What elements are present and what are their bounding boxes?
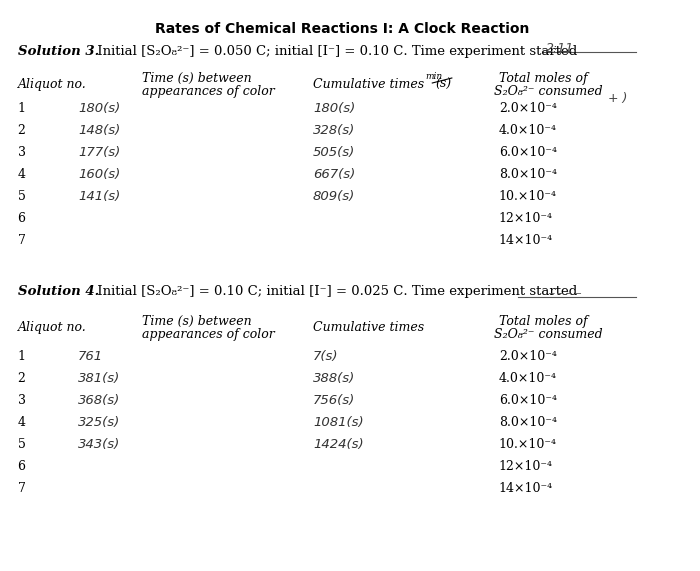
Text: 2.0×10⁻⁴: 2.0×10⁻⁴ [499,102,556,115]
Text: Solution 4.: Solution 4. [18,285,99,298]
Text: 6.0×10⁻⁴: 6.0×10⁻⁴ [499,394,556,407]
Text: Cumulative times: Cumulative times [313,78,424,91]
Text: Time (s) between: Time (s) between [142,72,251,85]
Text: 12×10⁻⁴: 12×10⁻⁴ [499,212,553,225]
Text: Total moles of: Total moles of [499,72,587,85]
Text: Aliquot no.: Aliquot no. [18,78,86,91]
Text: Total moles of: Total moles of [499,315,587,328]
Text: Solution 3.: Solution 3. [18,45,99,58]
Text: 14×10⁻⁴: 14×10⁻⁴ [499,482,553,495]
Text: Time (s) between: Time (s) between [142,315,251,328]
Text: 148(s): 148(s) [78,124,120,137]
Text: 4: 4 [18,168,26,181]
Text: min: min [426,72,442,81]
Text: 2: 2 [18,124,25,137]
Text: 328(s): 328(s) [313,124,355,137]
Text: 2.0×10⁻⁴: 2.0×10⁻⁴ [499,350,556,363]
Text: Initial [S₂O₈²⁻] = 0.050 Ϲ; initial [I⁻] = 0.10 Ϲ. Time experiment started: Initial [S₂O₈²⁻] = 0.050 Ϲ; initial [I⁻]… [93,45,578,58]
Text: 177(s): 177(s) [78,146,120,159]
Text: 6: 6 [18,460,26,473]
Text: + ): + ) [608,92,628,105]
Text: 180(s): 180(s) [313,102,355,115]
Text: appearances of color: appearances of color [142,85,274,98]
Text: Rates of Chemical Reactions I: A Clock Reaction: Rates of Chemical Reactions I: A Clock R… [155,22,529,36]
Text: (s): (s) [435,78,452,91]
Text: 1081(s): 1081(s) [313,416,363,429]
Text: 1: 1 [18,350,26,363]
Text: 10.×10⁻⁴: 10.×10⁻⁴ [499,438,556,451]
Text: 5: 5 [18,438,25,451]
Text: 3: 3 [18,394,26,407]
Text: 141(s): 141(s) [78,190,120,203]
Text: 667(s): 667(s) [313,168,355,181]
Text: 4.0×10⁻⁴: 4.0×10⁻⁴ [499,124,556,137]
Text: 2: 2 [18,372,25,385]
Text: 5: 5 [18,190,25,203]
Text: 6: 6 [18,212,26,225]
Text: appearances of color: appearances of color [142,328,274,341]
Text: Aliquot no.: Aliquot no. [18,321,86,334]
Text: 7: 7 [18,482,25,495]
Text: 388(s): 388(s) [313,372,355,385]
Text: 7: 7 [18,234,25,247]
Text: 180(s): 180(s) [78,102,120,115]
Text: 6.0×10⁻⁴: 6.0×10⁻⁴ [499,146,556,159]
Text: Initial [S₂O₈²⁻] = 0.10 Ϲ; initial [I⁻] = 0.025 Ϲ. Time experiment started: Initial [S₂O₈²⁻] = 0.10 Ϲ; initial [I⁻] … [93,285,578,298]
Text: 160(s): 160(s) [78,168,120,181]
Text: 368(s): 368(s) [78,394,120,407]
Text: 381(s): 381(s) [78,372,120,385]
Text: 761: 761 [78,350,104,363]
Text: 7(s): 7(s) [313,350,339,363]
Text: 4.0×10⁻⁴: 4.0×10⁻⁴ [499,372,556,385]
Text: 10.×10⁻⁴: 10.×10⁻⁴ [499,190,556,203]
Text: 14×10⁻⁴: 14×10⁻⁴ [499,234,553,247]
Text: 12×10⁻⁴: 12×10⁻⁴ [499,460,553,473]
Text: 8.0×10⁻⁴: 8.0×10⁻⁴ [499,168,556,181]
Text: S₂O₈²⁻ consumed: S₂O₈²⁻ consumed [494,328,603,341]
Text: Cumulative times: Cumulative times [313,321,424,334]
Text: 1: 1 [18,102,26,115]
Text: 756(s): 756(s) [313,394,355,407]
Text: 505(s): 505(s) [313,146,355,159]
Text: 3: 3 [18,146,26,159]
Text: 325(s): 325(s) [78,416,120,429]
Text: 809(s): 809(s) [313,190,355,203]
Text: 343(s): 343(s) [78,438,120,451]
Text: _ _ _ _: _ _ _ _ [547,283,581,293]
Text: 1424(s): 1424(s) [313,438,363,451]
Text: S₂O₈²⁻ consumed: S₂O₈²⁻ consumed [494,85,603,98]
Text: 4: 4 [18,416,26,429]
Text: 8.0×10⁻⁴: 8.0×10⁻⁴ [499,416,556,429]
Text: 2:11: 2:11 [546,42,574,55]
